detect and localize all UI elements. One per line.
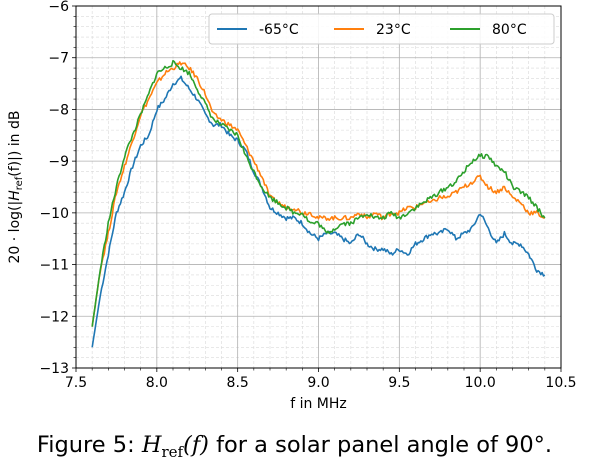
x-tick-label: 9.0 [307, 375, 329, 391]
legend: -65°C 23°C 80°C [208, 13, 555, 45]
caption-math-h: H [141, 432, 162, 458]
x-tick-label: 7.5 [65, 375, 87, 391]
axis-ticks: 7.5 8.0 8.5 9.0 9.5 10.0 10.5 −13 −12 −11 −10 −9 −8 −… [39, 0, 576, 391]
caption-prefix: Figure 5: [36, 432, 135, 458]
y-tick-label: −11 [39, 258, 69, 274]
y-tick-label: −8 [48, 102, 69, 118]
caption-math-arg: (f) [183, 432, 209, 458]
x-tick-label: 8.5 [227, 375, 249, 391]
legend-box [208, 13, 555, 45]
y-tick-label: −13 [39, 361, 69, 377]
series-layer [91, 59, 546, 348]
y-tick-label: −9 [48, 154, 69, 170]
legend-label: 80°C [492, 22, 527, 38]
x-tick-label: 9.5 [388, 375, 410, 391]
series-line-1 [91, 75, 546, 348]
y-tick-label: −12 [39, 309, 69, 325]
caption-math-sub: ref [161, 443, 184, 461]
y-tick-label: −7 [48, 51, 69, 67]
series-line-2 [91, 61, 545, 327]
y-axis-label: 20 · log(|Href(f)|) in dB [7, 111, 25, 264]
x-tick-label: 10.0 [465, 375, 496, 391]
y-tick-label: −6 [48, 0, 69, 15]
caption-suffix: for a solar panel angle of 90°. [216, 432, 553, 458]
x-tick-label: 10.5 [545, 375, 576, 391]
series-line-3 [91, 59, 546, 327]
x-tick-label: 8.0 [146, 375, 168, 391]
figure-caption: Figure 5: Href(f) for a solar panel angl… [0, 432, 589, 461]
chart: 7.5 8.0 8.5 9.0 9.5 10.0 10.5 −13 −12 −11 −10 −9 −8 −… [7, 0, 577, 412]
y-tick-label: −10 [39, 206, 69, 222]
legend-label: 23°C [376, 22, 411, 38]
x-axis-label: f in MHz [290, 396, 347, 412]
legend-label: -65°C [259, 22, 299, 38]
